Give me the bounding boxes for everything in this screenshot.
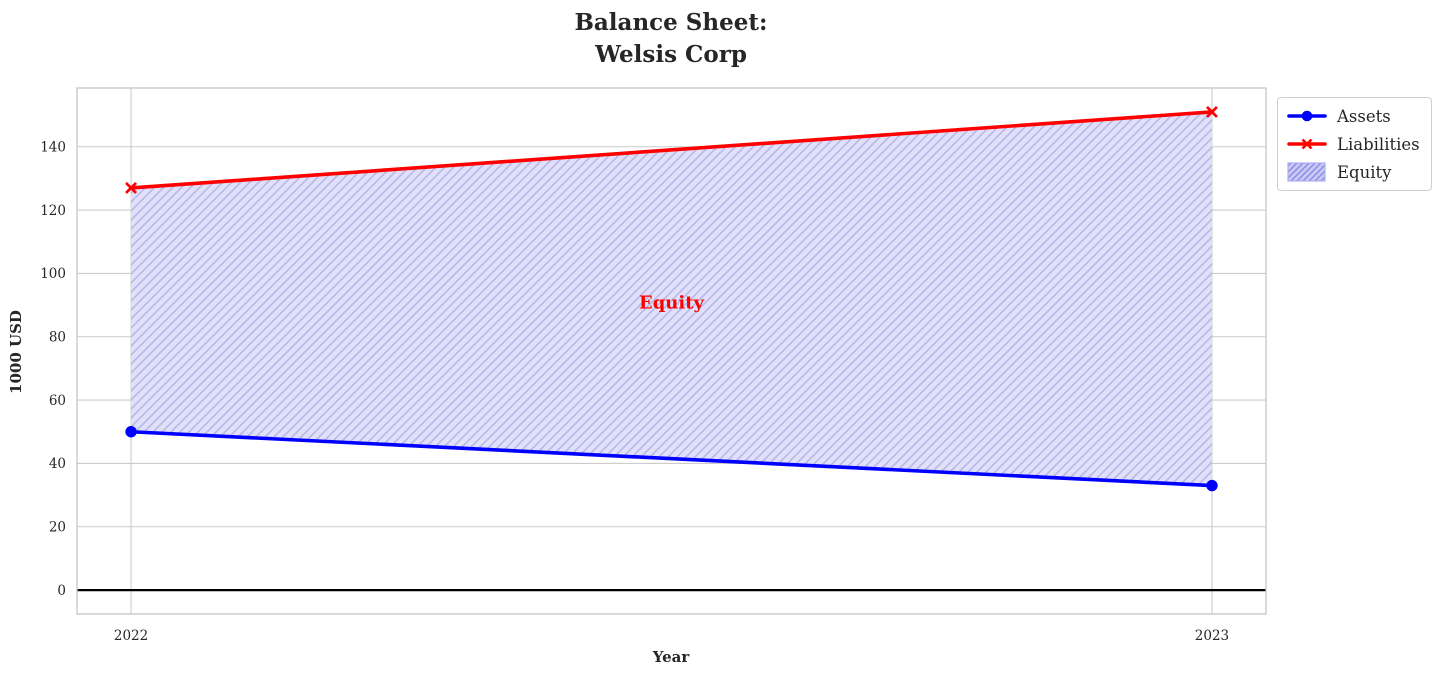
x-tick-label: 2023 <box>1195 628 1229 644</box>
equity-annotation: Equity <box>638 292 705 314</box>
y-axis-label: 1000 USD <box>7 310 25 394</box>
y-tick-label: 140 <box>40 140 66 156</box>
assets-line <box>129 429 1214 488</box>
y-tick-label: 40 <box>49 456 66 472</box>
liabilities-line <box>129 110 1214 190</box>
y-tick-label: 60 <box>49 393 66 409</box>
equity-fill-area <box>131 111 1212 486</box>
legend-item-liabilities: Liabilities <box>1287 133 1420 155</box>
liabilities-marker <box>1205 105 1218 118</box>
y-tick-label: 20 <box>49 520 66 536</box>
legend: Assets Liabilities Equity <box>1277 97 1432 191</box>
assets-marker <box>125 426 137 438</box>
legend-label-liabilities: Liabilities <box>1337 134 1420 154</box>
y-tick-label: 120 <box>40 203 66 219</box>
assets-marker <box>1206 479 1218 492</box>
y-tick-label: 80 <box>49 330 66 346</box>
liabilities-line-icon <box>1287 138 1327 150</box>
y-tick-label: 100 <box>40 266 66 282</box>
x-tick-label: 2022 <box>114 628 148 644</box>
x-axis-label: Year <box>652 648 690 666</box>
y-tick-label: 0 <box>57 583 66 599</box>
legend-label-equity: Equity <box>1337 162 1392 182</box>
assets-line-icon <box>1287 110 1327 122</box>
legend-label-assets: Assets <box>1337 106 1391 126</box>
chart-title: Balance Sheet: Welsis Corp <box>574 9 768 68</box>
legend-item-assets: Assets <box>1287 105 1420 127</box>
liabilities-marker <box>125 181 137 194</box>
legend-item-equity: Equity <box>1287 161 1420 183</box>
equity-hatch-swatch-icon <box>1287 162 1326 182</box>
plot-border <box>76 87 1267 615</box>
